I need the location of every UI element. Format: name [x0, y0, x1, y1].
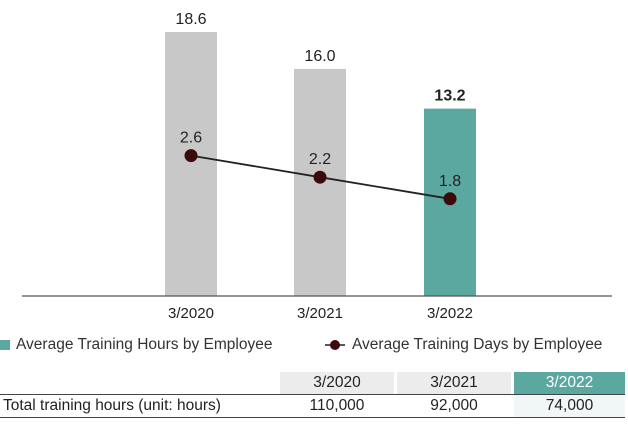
bar-3-2020 [165, 32, 217, 296]
legend-line-swatch [325, 340, 345, 350]
table-row: Total training hours (unit: hours) 110,0… [0, 394, 625, 418]
legend: Average Training Hours by Employee Avera… [0, 336, 628, 358]
table-cell: 110,000 [309, 397, 365, 414]
days-value-label: 2.6 [180, 130, 202, 147]
legend-item-hours: Average Training Hours by Employee [0, 336, 272, 354]
chart: 18.6 16.0 13.2 3/2020 3/2021 3/2022 2.6 2.2 1.8 [22, 11, 612, 322]
bar-value-label: 18.6 [175, 11, 206, 28]
table-cell-highlight: 74,000 [514, 394, 625, 418]
bar-value-label: 16.0 [304, 48, 335, 65]
legend-bar-swatch [0, 340, 10, 350]
days-value-label: 1.8 [439, 173, 461, 190]
table-corner [0, 372, 280, 395]
days-value-label: 2.2 [309, 151, 331, 168]
x-tick-label: 3/2021 [297, 305, 343, 322]
x-tick-label: 3/2020 [168, 305, 214, 322]
table-header-row: 3/2020 3/2021 3/2022 [0, 372, 625, 395]
days-point [184, 149, 198, 163]
table-header-cell-highlight: 3/2022 [514, 372, 625, 395]
x-tick-label: 3/2022 [427, 305, 473, 322]
days-point [443, 192, 457, 206]
legend-label-days: Average Training Days by Employee [352, 336, 603, 353]
table-header-cell: 3/2020 [280, 372, 394, 395]
table-header-cell: 3/2021 [397, 372, 511, 395]
legend-label-hours: Average Training Hours by Employee [16, 336, 273, 353]
line-series [184, 149, 457, 206]
table-cell: 92,000 [430, 397, 478, 414]
data-table: 3/2020 3/2021 3/2022 Total training hour… [0, 372, 625, 418]
bar-value-label: 13.2 [434, 88, 465, 105]
legend-item-days: Average Training Days by Employee [324, 336, 602, 354]
table-row-label: Total training hours (unit: hours) [3, 397, 221, 414]
days-point [313, 170, 327, 184]
